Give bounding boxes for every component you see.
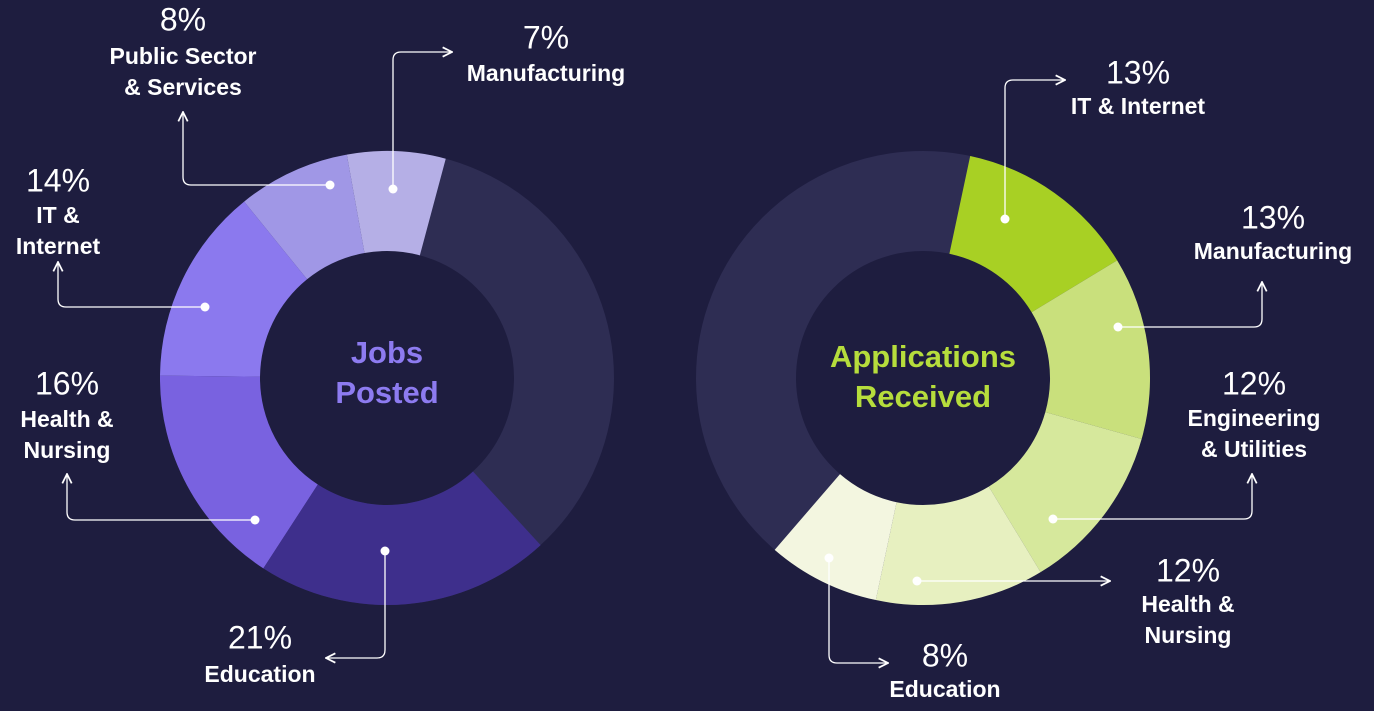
value-label: 8% <box>160 1 206 37</box>
connector-dot <box>325 180 335 190</box>
value-label: 13% <box>1241 199 1305 235</box>
category-label: Manufacturing <box>1194 238 1352 264</box>
connector-dot <box>200 302 210 312</box>
category-line: Internet <box>16 233 101 259</box>
donut-segment <box>160 375 318 569</box>
connector <box>1004 80 1065 219</box>
donut-segment <box>346 150 446 256</box>
connector <box>392 52 452 189</box>
category-label: IT & Internet <box>1071 93 1206 119</box>
category-line: Public Sector <box>110 43 257 69</box>
donut-segment <box>875 486 1041 605</box>
connector-dot <box>388 184 398 194</box>
category-line: Engineering <box>1188 405 1321 431</box>
connector <box>1053 474 1252 520</box>
category-line: Health & <box>1141 591 1234 617</box>
category-label: Public Sector & Services <box>110 43 257 100</box>
category-label: Manufacturing <box>467 60 625 86</box>
category-line: Health & <box>20 406 113 432</box>
category-line: & Services <box>124 74 242 100</box>
category-line: Manufacturing <box>1194 238 1352 264</box>
connector-dot <box>912 576 922 586</box>
connector-dot <box>1113 322 1123 332</box>
category-label: Health & Nursing <box>1141 591 1234 648</box>
value-label: 14% <box>26 162 90 198</box>
category-line: Education <box>204 661 315 687</box>
connector <box>58 262 205 308</box>
category-label: Engineering & Utilities <box>1188 405 1321 462</box>
value-label: 8% <box>922 637 968 673</box>
connector <box>67 474 255 521</box>
value-label: 13% <box>1106 54 1170 90</box>
donut-segment <box>1031 260 1151 440</box>
connector-dot <box>824 553 834 563</box>
category-label: IT & Internet <box>16 202 101 259</box>
donut-segment <box>774 474 897 601</box>
category-line: Nursing <box>1145 622 1232 648</box>
value-label: 12% <box>1156 552 1220 588</box>
donut-segment <box>988 412 1142 573</box>
category-line: & Utilities <box>1201 436 1307 462</box>
chart-title: Jobs Posted <box>335 335 439 410</box>
chart-title: Applications Received <box>829 339 1016 414</box>
category-line: Education <box>889 676 1000 702</box>
donut-segment <box>263 471 541 605</box>
connector <box>326 551 386 658</box>
value-label: 16% <box>35 365 99 401</box>
value-label: 12% <box>1222 365 1286 401</box>
connector-dot <box>380 546 390 556</box>
category-label: Education <box>889 676 1000 702</box>
donut-segment <box>160 201 308 377</box>
category-line: IT & Internet <box>1071 93 1206 119</box>
donut-segment <box>949 155 1118 313</box>
category-label: Education <box>204 661 315 687</box>
connector <box>1118 282 1262 328</box>
connector-dot <box>1000 214 1010 224</box>
value-label: 7% <box>523 19 569 55</box>
connector <box>828 558 888 663</box>
connector-dot <box>1048 514 1058 524</box>
connector-dot <box>250 515 260 525</box>
category-line: Nursing <box>24 437 111 463</box>
value-label: 21% <box>228 619 292 655</box>
category-line: Manufacturing <box>467 60 625 86</box>
connector <box>183 112 330 186</box>
category-label: Health & Nursing <box>20 406 113 463</box>
category-line: IT & <box>36 202 79 228</box>
